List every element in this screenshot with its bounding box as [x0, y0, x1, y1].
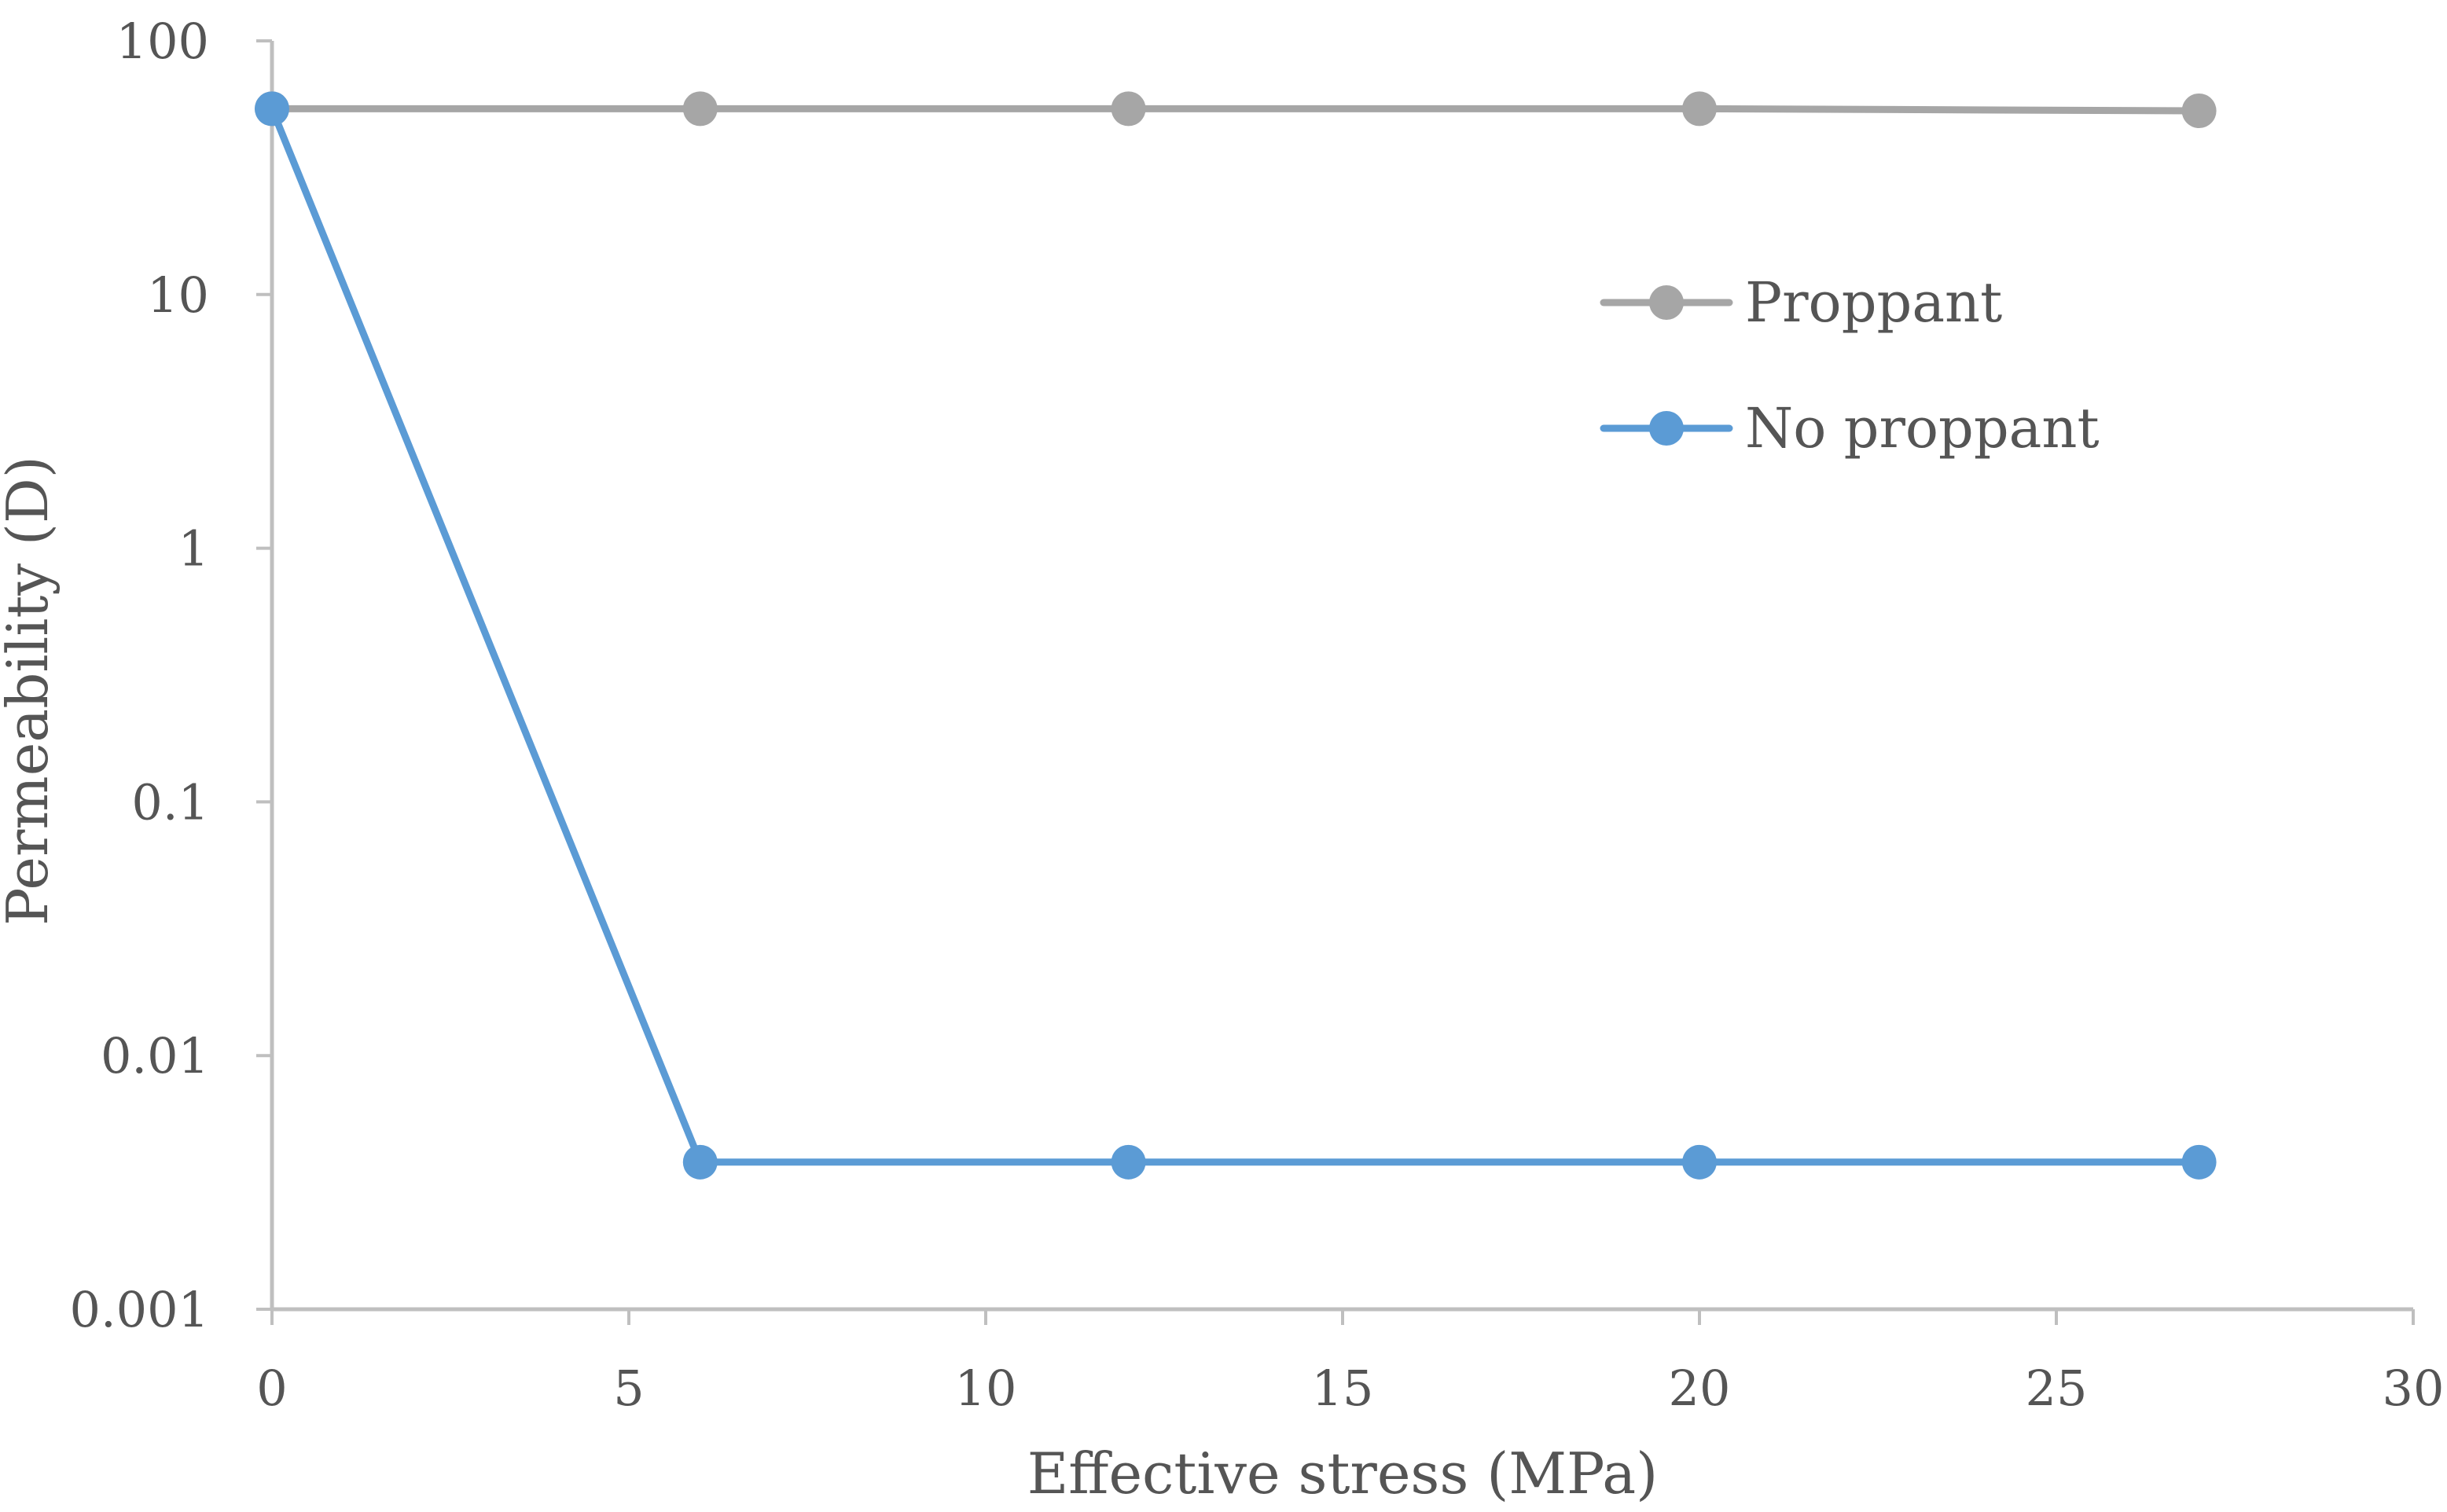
y-tick-label: 0.001 — [70, 1281, 210, 1338]
legend-label: No proppant — [1745, 396, 2100, 461]
series-proppant — [255, 91, 2217, 129]
y-tick-label: 1 — [178, 520, 209, 578]
series-no-proppant — [255, 91, 2217, 1180]
y-axis-ticks: 0.001 0.01 0.1 1 10 100 — [70, 13, 272, 1338]
x-axis-title: Effective stress (MPa) — [1027, 1440, 1659, 1506]
data-point-no-proppant — [1682, 1144, 1717, 1180]
x-axis-ticks: 0 5 10 15 20 25 30 — [256, 1309, 2444, 1417]
legend-swatch-marker — [1649, 285, 1684, 320]
series-line-proppant — [268, 105, 2203, 115]
data-point-proppant — [682, 91, 718, 127]
legend-swatch-marker — [1649, 411, 1684, 446]
data-point-no-proppant — [2181, 1144, 2217, 1180]
x-tick-label: 20 — [1669, 1360, 1731, 1417]
data-point-proppant — [2181, 94, 2217, 129]
data-point-no-proppant — [255, 91, 289, 127]
y-axis-title: Permeability (D) — [0, 456, 61, 926]
data-point-proppant — [1111, 91, 1146, 127]
x-tick-label: 0 — [256, 1360, 287, 1417]
series-line-no-proppant — [268, 105, 2203, 1166]
x-tick-label: 25 — [2026, 1360, 2088, 1417]
data-point-no-proppant — [682, 1144, 718, 1180]
legend-item-no-proppant: No proppant — [1600, 396, 2100, 461]
data-point-proppant — [1682, 91, 1717, 127]
x-tick-label: 5 — [613, 1360, 644, 1417]
y-tick-label: 100 — [116, 13, 209, 70]
y-tick-label: 0.01 — [101, 1027, 209, 1084]
y-tick-label: 0.1 — [131, 773, 209, 831]
data-point-no-proppant — [1111, 1144, 1146, 1180]
axes — [270, 41, 2413, 1312]
legend: Proppant No proppant — [1600, 270, 2100, 461]
series — [255, 91, 2217, 1180]
legend-item-proppant: Proppant — [1600, 270, 2002, 335]
x-tick-label: 30 — [2383, 1360, 2445, 1417]
legend-label: Proppant — [1745, 270, 2002, 335]
x-tick-label: 10 — [955, 1360, 1017, 1417]
y-tick-label: 10 — [147, 266, 209, 324]
x-tick-label: 15 — [1312, 1360, 1374, 1417]
